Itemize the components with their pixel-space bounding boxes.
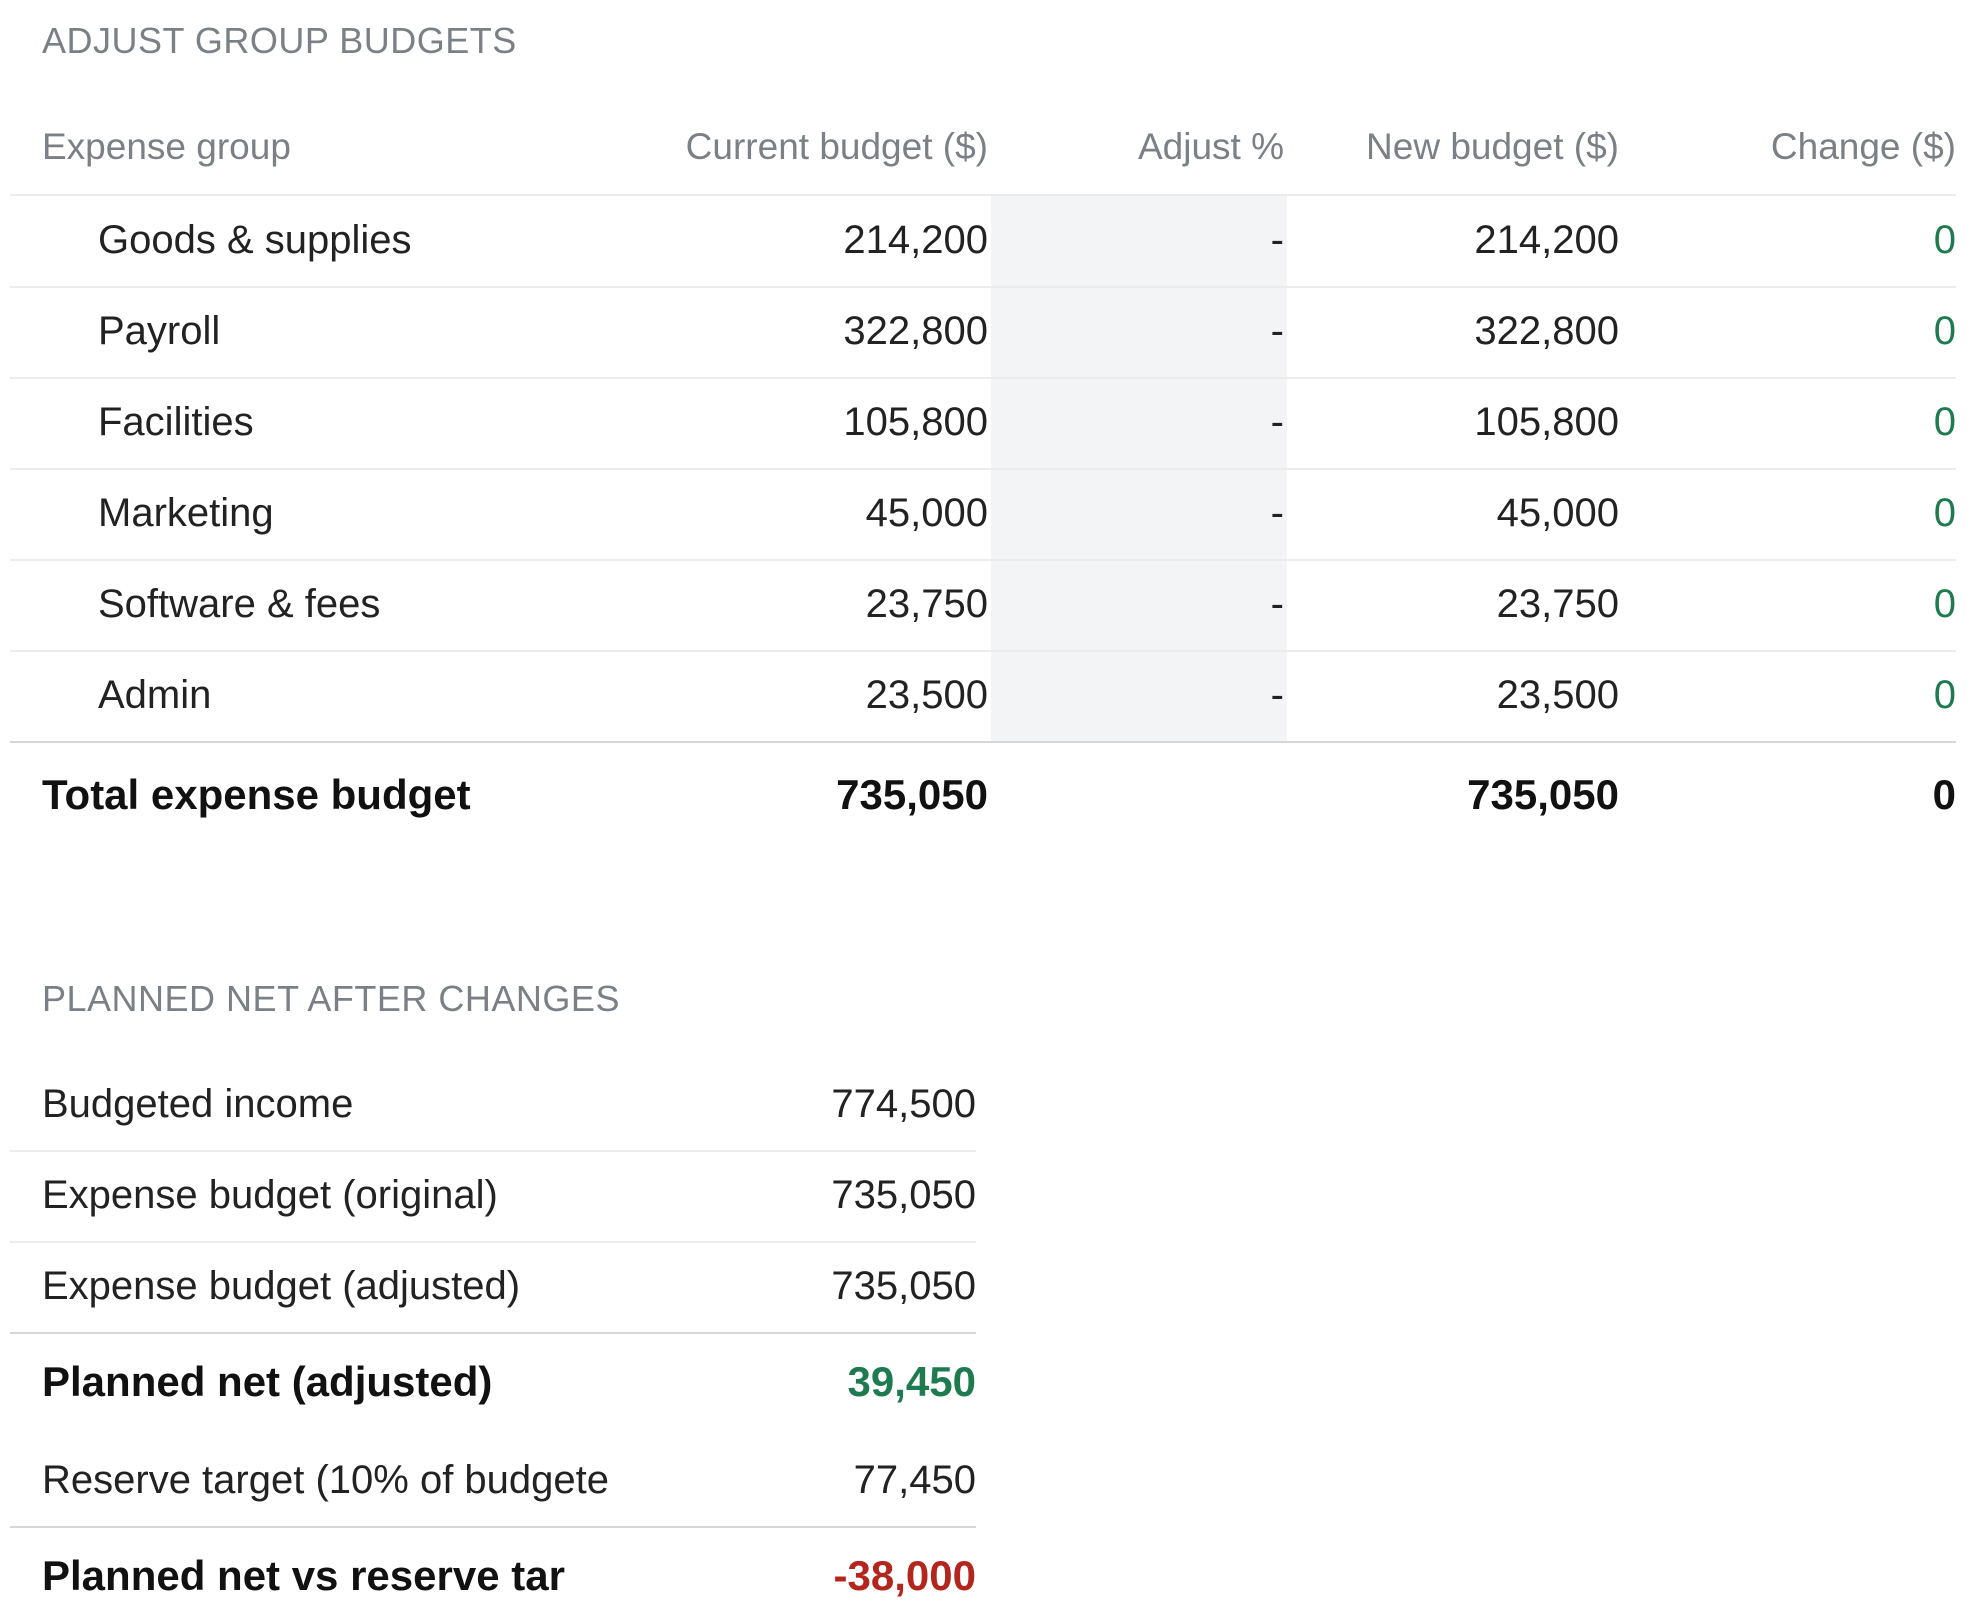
expense-group-name: Goods & supplies — [98, 218, 412, 262]
adjust-percent-input[interactable]: - — [1270, 400, 1284, 444]
adjust-percent-input[interactable]: - — [1270, 309, 1284, 353]
column-header-adjust-percent: Adjust % — [1137, 126, 1284, 167]
new-budget-value: 23,500 — [1496, 673, 1619, 717]
change-value: 0 — [1933, 309, 1956, 353]
budget-table-header: Expense group Current budget ($) Adjust … — [10, 122, 1956, 196]
net-row-reserve-target: Reserve target (10% of budgete 77,450 — [10, 1436, 976, 1528]
net-row-expense-adjusted: Expense budget (adjusted) 735,050 — [10, 1242, 976, 1334]
current-budget-value: 45,000 — [865, 491, 988, 535]
planned-net-title: PLANNED NET AFTER CHANGES — [42, 978, 620, 1019]
new-budget-value: 322,800 — [1474, 309, 1619, 353]
total-label: Total expense budget — [42, 771, 471, 818]
table-row: Marketing 45,000 - 45,000 0 — [10, 469, 1956, 561]
new-budget-value: 214,200 — [1474, 218, 1619, 262]
net-row-budgeted-income: Budgeted income 774,500 — [10, 1060, 976, 1152]
new-budget-value: 23,750 — [1496, 582, 1619, 626]
column-header-expense-group: Expense group — [42, 126, 291, 167]
current-budget-value: 23,500 — [865, 673, 988, 717]
budget-table: Expense group Current budget ($) Adjust … — [10, 0, 1956, 860]
table-row: Payroll 322,800 - 322,800 0 — [10, 287, 1956, 379]
net-row-label: Expense budget (original) — [42, 1173, 498, 1217]
change-value: 0 — [1933, 400, 1956, 444]
current-budget-value: 105,800 — [843, 400, 988, 444]
expense-group-name: Marketing — [98, 491, 274, 535]
column-header-new-budget: New budget ($) — [1366, 126, 1619, 167]
change-value: 0 — [1933, 582, 1956, 626]
net-row-expense-original: Expense budget (original) 735,050 — [10, 1151, 976, 1243]
total-new-budget: 735,050 — [1467, 771, 1619, 818]
expense-group-name: Software & fees — [98, 582, 381, 626]
new-budget-value: 45,000 — [1496, 491, 1619, 535]
net-row-planned-net-adjusted: Planned net (adjusted) 39,450 — [10, 1336, 976, 1426]
net-row-value: 774,500 — [831, 1082, 976, 1126]
table-row: Software & fees 23,750 - 23,750 0 — [10, 560, 1956, 652]
net-row-value: 77,450 — [853, 1458, 976, 1502]
expense-group-name: Admin — [98, 673, 212, 717]
current-budget-value: 214,200 — [843, 218, 988, 262]
net-row-value: 735,050 — [831, 1264, 976, 1308]
net-row-planned-net-vs-reserve: Planned net vs reserve tar -38,000 — [10, 1530, 976, 1620]
column-header-change: Change ($) — [1770, 126, 1956, 167]
change-value: 0 — [1933, 673, 1956, 717]
table-row: Facilities 105,800 - 105,800 0 — [10, 378, 1956, 470]
net-row-label: Planned net vs reserve tar — [42, 1552, 565, 1599]
net-row-label: Reserve target (10% of budgete — [42, 1458, 610, 1502]
net-row-label: Budgeted income — [42, 1082, 354, 1126]
adjust-group-budgets-title: ADJUST GROUP BUDGETS — [42, 20, 517, 61]
total-row: Total expense budget 735,050 735,050 0 — [10, 741, 1956, 841]
total-current-budget: 735,050 — [836, 771, 988, 818]
net-vs-reserve-value: -38,000 — [833, 1552, 976, 1599]
adjust-percent-input[interactable]: - — [1270, 582, 1284, 626]
expense-group-name: Payroll — [98, 309, 221, 353]
new-budget-value: 105,800 — [1474, 400, 1619, 444]
column-header-current-budget: Current budget ($) — [685, 126, 988, 167]
planned-net-value: 39,450 — [847, 1358, 976, 1405]
net-row-label: Planned net (adjusted) — [42, 1358, 493, 1405]
current-budget-value: 23,750 — [865, 582, 988, 626]
total-change: 0 — [1932, 771, 1956, 818]
adjust-percent-input[interactable]: - — [1270, 673, 1284, 717]
net-row-label: Expense budget (adjusted) — [42, 1264, 521, 1308]
table-row: Goods & supplies 214,200 - 214,200 0 — [10, 196, 1956, 288]
current-budget-value: 322,800 — [843, 309, 988, 353]
adjust-percent-input[interactable]: - — [1270, 218, 1284, 262]
expense-group-name: Facilities — [98, 400, 254, 444]
table-row: Admin 23,500 - 23,500 0 — [10, 651, 1956, 743]
net-row-value: 735,050 — [831, 1173, 976, 1217]
change-value: 0 — [1933, 491, 1956, 535]
adjust-percent-input[interactable]: - — [1270, 491, 1284, 535]
change-value: 0 — [1933, 218, 1956, 262]
